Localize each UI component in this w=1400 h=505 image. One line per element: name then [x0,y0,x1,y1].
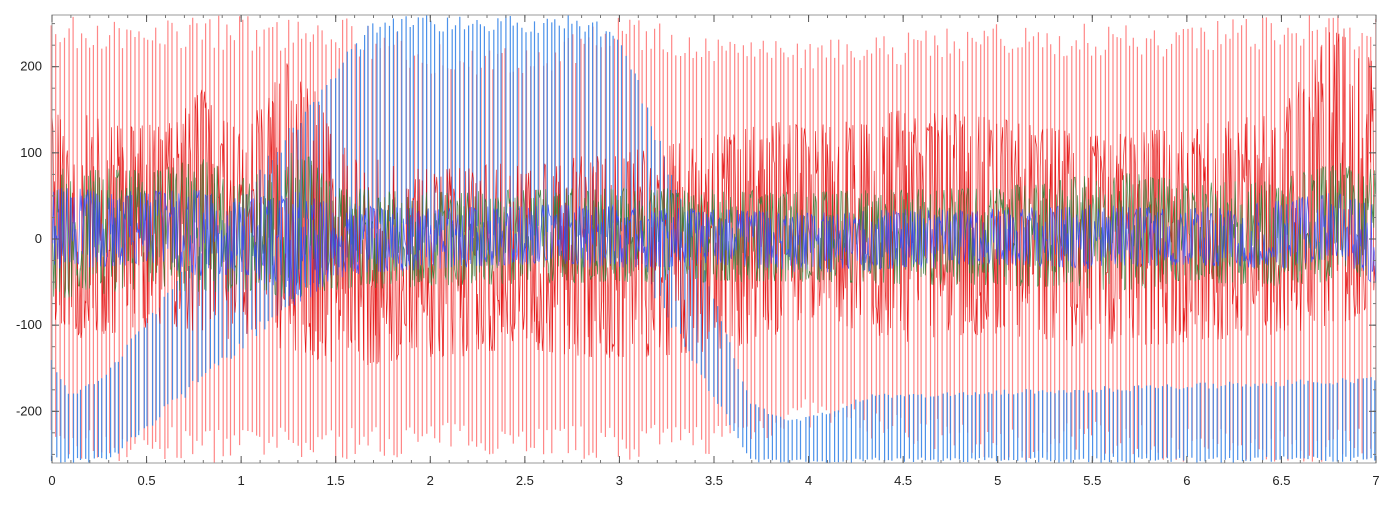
x-tick-label: 1.5 [327,473,345,488]
x-tick-label: 5 [994,473,1001,488]
x-tick-label: 2 [427,473,434,488]
x-tick-label: 3.5 [705,473,723,488]
y-tick-label: 100 [20,145,42,160]
plot-area [50,15,1377,463]
axes: 0 0.5 1 1.5 2 2.5 3 3.5 4 4.5 5 5.5 6 6.5 7 -200 -100 0 10… [16,14,1380,488]
x-tick-label: 5.5 [1083,473,1101,488]
x-tick-label: 4 [805,473,812,488]
x-tick-label: 6.5 [1272,473,1290,488]
series-5-trace [51,188,1376,306]
x-tick-label: 3 [616,473,623,488]
y-tick-label: 0 [35,231,42,246]
series-5 [51,188,1376,306]
series-3-trace [51,28,1376,366]
x-tick-label: 6 [1183,473,1190,488]
x-tick-label: 4.5 [894,473,912,488]
x-tick-label: 2.5 [516,473,534,488]
x-tick-label: 0 [48,473,55,488]
y-tick-label: 200 [20,59,42,74]
x-tick-label: 7 [1372,473,1379,488]
y-tick-label: -200 [16,403,42,418]
x-tick-label: 0.5 [138,473,156,488]
x-tick-label: 1 [238,473,245,488]
y-tick-label: -100 [16,317,42,332]
series-3 [51,28,1376,366]
